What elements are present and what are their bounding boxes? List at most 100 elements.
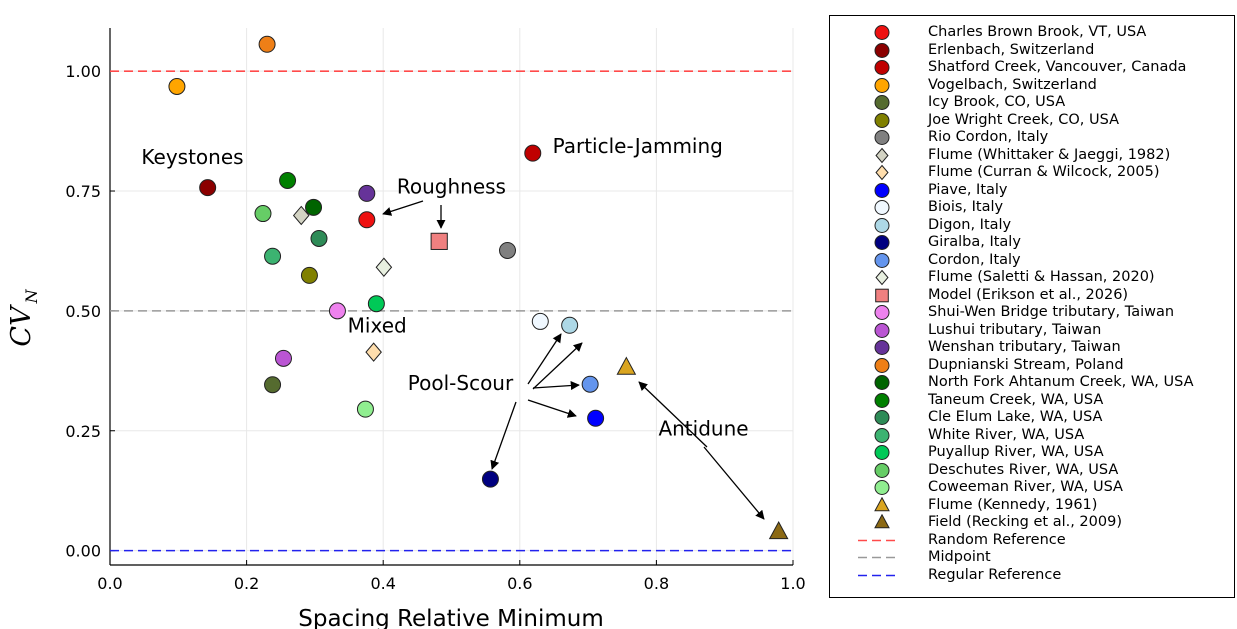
legend-entry: Midpoint	[830, 549, 1234, 566]
svg-text:CVN: CVN	[6, 288, 41, 346]
legend-marker	[874, 357, 890, 373]
legend-marker	[874, 77, 890, 93]
legend-label: Joe Wright Creek, CO, USA	[928, 111, 1120, 128]
legend-entry: White River, WA, USA	[830, 427, 1234, 444]
legend-marker	[874, 112, 890, 128]
x-tick-label: 0.2	[234, 574, 259, 593]
legend-symbol	[874, 480, 890, 495]
legend-entry: Biois, Italy	[830, 199, 1234, 216]
legend-label: Giralba, Italy	[928, 234, 1021, 250]
legend: Charles Brown Brook, VT, USA Erlenbach, S…	[829, 15, 1235, 598]
legend-symbol	[858, 539, 898, 541]
legend-label: Shui-Wen Bridge tributary, Taiwan	[928, 304, 1175, 320]
legend-label: Coweeman River, WA, USA	[928, 479, 1123, 495]
legend-marker	[874, 25, 890, 40]
legend-symbol	[874, 130, 890, 145]
data-point	[561, 316, 579, 334]
data-point	[356, 400, 374, 418]
legend-marker	[875, 164, 889, 181]
legend-label: Taneum Creek, WA, USA	[928, 391, 1104, 408]
legend-entry: Flume (Kennedy, 1961)	[830, 496, 1234, 514]
legend-marker	[874, 200, 890, 215]
legend-label: Flume (Saletti & Hassan, 2020)	[928, 269, 1155, 285]
legend-symbol	[874, 322, 890, 338]
legend-entry: Model (Erikson et al., 2026)	[830, 287, 1234, 304]
data-point	[254, 205, 272, 223]
legend-label: Flume (Whittaker & Jaeggi, 1982)	[928, 146, 1171, 163]
plot-area: 0.0 0.2 0.4 0.6 0.8 1.0 0.00 0.25 0.50 0.75 1.00 Ke…	[65, 28, 806, 593]
annotation-arrow	[532, 342, 583, 390]
legend-entry: Wenshan tributary, Taiwan	[830, 339, 1234, 356]
y-tick-label: 0.75	[65, 182, 101, 201]
x-tick-label: 0.8	[644, 574, 669, 593]
data-point	[310, 229, 328, 247]
legend-label: Dupnianski Stream, Poland	[928, 356, 1124, 373]
legend-symbol	[874, 305, 890, 320]
legend-symbol	[875, 288, 889, 302]
legend-symbol	[874, 77, 890, 93]
legend-marker	[875, 147, 889, 163]
legend-marker	[874, 182, 890, 198]
data-point	[328, 302, 346, 320]
legend-entry: Deschutes River, WA, USA	[830, 462, 1234, 479]
legend-marker	[875, 288, 889, 302]
x-tick-label: 0.6	[507, 574, 532, 593]
legend-entry: Dupnianski Stream, Poland	[830, 357, 1234, 374]
legend-entry: Cle Elum Lake, WA, USA	[830, 409, 1234, 426]
legend-marker	[874, 496, 890, 511]
legend-label: Piave, Italy	[928, 181, 1008, 198]
data-point	[264, 247, 282, 265]
legend-label: Field (Recking et al., 2009)	[928, 514, 1122, 530]
annotation-label: Mixed	[348, 313, 407, 337]
annotation-arrow	[527, 399, 577, 418]
annotation-arrow	[703, 446, 765, 520]
legend-entry: North Fork Ahtanum Creek, WA, USA	[830, 374, 1234, 391]
data-point	[365, 342, 382, 362]
data-point	[168, 77, 186, 95]
legend-entry: Regular Reference	[830, 567, 1234, 584]
legend-marker	[874, 445, 890, 460]
legend-label: Flume (Curran & Wilcock, 2005)	[928, 164, 1160, 180]
legend-entry: Joe Wright Creek, CO, USA	[830, 112, 1234, 129]
legend-label: Icy Brook, CO, USA	[928, 94, 1066, 110]
data-point	[581, 375, 599, 393]
legend-symbol	[874, 514, 890, 529]
data-point	[199, 179, 217, 197]
annotation-arrow	[382, 200, 424, 216]
x-tick-label: 1.0	[780, 574, 805, 593]
y-axis-label-subscript: N	[22, 288, 41, 304]
legend-entry: Charles Brown Brook, VT, USA	[830, 24, 1234, 41]
legend-label: Vogelbach, Switzerland	[928, 76, 1097, 93]
legend-label: Charles Brown Brook, VT, USA	[928, 24, 1147, 40]
data-point	[524, 144, 542, 162]
legend-label: Puyallup River, WA, USA	[928, 444, 1104, 460]
legend-symbol	[874, 60, 890, 75]
legend-symbol	[874, 42, 890, 58]
legend-marker	[874, 252, 890, 268]
data-point	[430, 232, 448, 250]
legend-label: Cle Elum Lake, WA, USA	[928, 409, 1103, 425]
legend-marker	[874, 305, 890, 320]
legend-entry: Flume (Whittaker & Jaeggi, 1982)	[830, 147, 1234, 164]
legend-marker	[874, 462, 890, 478]
legend-entry: Taneum Creek, WA, USA	[830, 392, 1234, 409]
legend-label: Model (Erikson et al., 2026)	[928, 286, 1129, 303]
legend-label: Regular Reference	[928, 566, 1062, 583]
data-point	[274, 349, 292, 367]
annotation-arrow	[527, 333, 562, 385]
legend-symbol	[858, 574, 898, 576]
legend-entry: Random Reference	[830, 532, 1234, 549]
legend-symbol	[874, 235, 890, 250]
y-axis-label: CVN	[6, 288, 41, 346]
data-point	[279, 171, 297, 189]
legend-entry: Icy Brook, CO, USA	[830, 94, 1234, 111]
data-point	[258, 35, 276, 53]
y-tick-label: 0.00	[65, 542, 101, 561]
legend-label: Random Reference	[928, 531, 1066, 548]
legend-symbol	[874, 445, 890, 460]
legend-marker	[874, 235, 890, 250]
data-point	[305, 198, 323, 216]
legend-symbol	[874, 427, 890, 443]
legend-symbol	[874, 357, 890, 373]
